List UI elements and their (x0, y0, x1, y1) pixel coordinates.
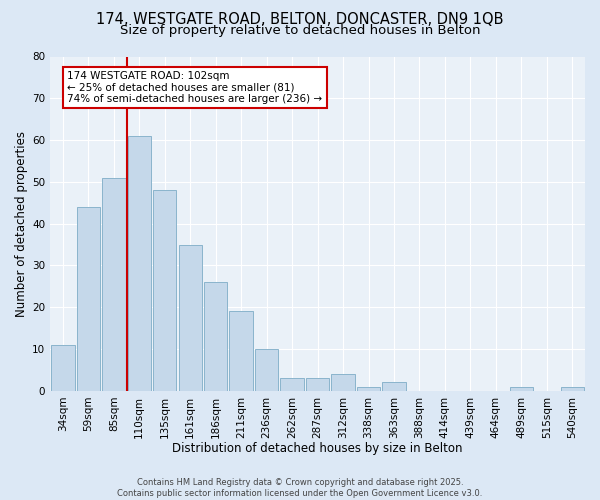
Bar (382, 382, 406, 391)
Bar (102, 178, 125, 391)
Text: 174, WESTGATE ROAD, BELTON, DONCASTER, DN9 1QB: 174, WESTGATE ROAD, BELTON, DONCASTER, D… (96, 12, 504, 28)
Bar (229, 312, 253, 391)
Bar (509, 386, 533, 391)
Bar (357, 386, 380, 391)
X-axis label: Distribution of detached houses by size in Belton: Distribution of detached houses by size … (172, 442, 463, 455)
Text: Size of property relative to detached houses in Belton: Size of property relative to detached ho… (120, 24, 480, 37)
Text: 174 WESTGATE ROAD: 102sqm
← 25% of detached houses are smaller (81)
74% of semi-: 174 WESTGATE ROAD: 102sqm ← 25% of detac… (67, 71, 323, 104)
Bar (128, 136, 151, 391)
Bar (280, 378, 304, 391)
Bar (51, 345, 74, 391)
Text: Contains HM Land Registry data © Crown copyright and database right 2025.
Contai: Contains HM Land Registry data © Crown c… (118, 478, 482, 498)
Bar (204, 282, 227, 391)
Bar (306, 378, 329, 391)
Bar (560, 386, 584, 391)
Bar (179, 244, 202, 391)
Bar (331, 374, 355, 391)
Bar (255, 349, 278, 391)
Bar (153, 190, 176, 391)
Bar (77, 207, 100, 391)
Y-axis label: Number of detached properties: Number of detached properties (15, 130, 28, 316)
